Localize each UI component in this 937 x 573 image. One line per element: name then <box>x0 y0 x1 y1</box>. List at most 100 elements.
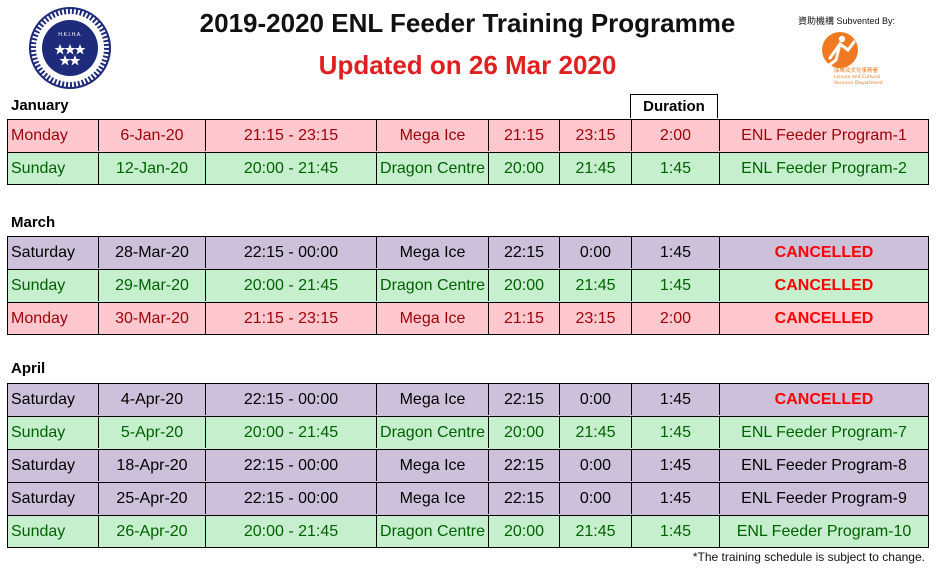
cell-duration: 1:45 <box>631 270 719 301</box>
update-subtitle: Updated on 26 Mar 2020 <box>318 50 617 80</box>
cell-time: 20:00 - 21:45 <box>205 270 376 301</box>
cell-time: 20:00 - 21:45 <box>205 417 376 448</box>
cell-time: 22:15 - 00:00 <box>205 483 376 514</box>
lcsd-logo-line2: Services Department <box>834 80 883 86</box>
cell-date: 30-Mar-20 <box>98 303 205 334</box>
cell-start: 22:15 <box>488 450 559 481</box>
cell-program: CANCELLED <box>719 303 928 334</box>
cell-day: Saturday <box>11 244 76 261</box>
cell-venue: Dragon Centre <box>376 417 488 448</box>
cell-start: 22:15 <box>488 483 559 514</box>
cell-start: 20:00 <box>488 516 559 547</box>
cell-venue: Mega Ice <box>376 450 488 481</box>
cell-duration: 1:45 <box>631 153 719 184</box>
cell-venue: Dragon Centre <box>376 516 488 547</box>
section-label-april: April <box>11 360 46 377</box>
cell-venue: Mega Ice <box>376 303 488 334</box>
cell-end: 0:00 <box>559 450 631 481</box>
cell-venue: Mega Ice <box>376 384 488 415</box>
cell-end: 0:00 <box>559 237 631 268</box>
cell-time: 20:00 - 21:45 <box>205 153 376 184</box>
cell-duration: 1:45 <box>631 450 719 481</box>
cell-program: ENL Feeder Program-2 <box>719 153 928 184</box>
cell-date: 6-Jan-20 <box>98 120 205 151</box>
cell-end: 0:00 <box>559 483 631 514</box>
page-title: 2019-2020 ENL Feeder Training Programme <box>199 8 736 38</box>
cell-day: Sunday <box>11 523 66 540</box>
table-row: Sunday 29-Mar-20 20:00 - 21:45 Dragon Centr… <box>7 269 929 302</box>
cell-end: 0:00 <box>559 384 631 415</box>
cell-program: ENL Feeder Program-7 <box>719 417 928 448</box>
cell-program: CANCELLED <box>719 270 928 301</box>
cell-day: Sunday <box>11 424 66 441</box>
cell-date: 4-Apr-20 <box>98 384 205 415</box>
table-row: Saturday 4-Apr-20 22:15 - 00:00 Mega Ice 22:… <box>7 383 929 416</box>
cell-date: 18-Apr-20 <box>98 450 205 481</box>
cell-venue: Dragon Centre <box>376 153 488 184</box>
cell-duration: 1:45 <box>631 237 719 268</box>
table-row: Monday 6-Jan-20 21:15 - 23:15 Mega Ice 21:15… <box>7 119 929 152</box>
cell-duration: 2:00 <box>631 120 719 151</box>
footnote: *The training schedule is subject to cha… <box>692 550 925 564</box>
cell-date: 25-Apr-20 <box>98 483 205 514</box>
table-row: Saturday 18-Apr-20 22:15 - 00:00 Mega Ice 22… <box>7 449 929 482</box>
cell-start: 22:15 <box>488 384 559 415</box>
cell-duration: 1:45 <box>631 384 719 415</box>
cell-day: Saturday <box>11 457 76 474</box>
cell-day: Monday <box>11 310 68 327</box>
table-row: Saturday 28-Mar-20 22:15 - 00:00 Mega Ice 22… <box>7 236 929 269</box>
cell-start: 21:15 <box>488 303 559 334</box>
cell-date: 5-Apr-20 <box>98 417 205 448</box>
cell-date: 28-Mar-20 <box>98 237 205 268</box>
cell-end: 23:15 <box>559 120 631 151</box>
cell-start: 22:15 <box>488 237 559 268</box>
cell-start: 21:15 <box>488 120 559 151</box>
cell-program: ENL Feeder Program-9 <box>719 483 928 514</box>
sponsor-label: 資助機構 Subvented By: <box>798 16 896 26</box>
table-row: Sunday 12-Jan-20 20:00 - 21:45 Dragon Centr… <box>7 152 929 185</box>
cell-venue: Mega Ice <box>376 237 488 268</box>
cell-duration: 1:45 <box>631 516 719 547</box>
table-row: Saturday 25-Apr-20 22:15 - 00:00 Mega Ice 22… <box>7 482 929 515</box>
cell-date: 12-Jan-20 <box>98 153 205 184</box>
cell-date: 29-Mar-20 <box>98 270 205 301</box>
cell-program: ENL Feeder Program-10 <box>719 516 928 547</box>
cell-program: CANCELLED <box>719 237 928 268</box>
table-row: Sunday 26-Apr-20 20:00 - 21:45 Dragon Centr… <box>7 515 929 548</box>
cell-day: Monday <box>11 127 68 144</box>
cell-start: 20:00 <box>488 153 559 184</box>
logo-text: H.K.I.H.A. <box>58 32 82 38</box>
table-row: Sunday 5-Apr-20 20:00 - 21:45 Dragon Centre… <box>7 416 929 449</box>
cell-time: 21:15 - 23:15 <box>205 303 376 334</box>
cell-duration: 2:00 <box>631 303 719 334</box>
cell-duration: 1:45 <box>631 483 719 514</box>
cell-time: 22:15 - 00:00 <box>205 237 376 268</box>
lcsd-logo-line1: Leisure and Cultural <box>834 74 880 80</box>
cell-time: 21:15 - 23:15 <box>205 120 376 151</box>
cell-end: 21:45 <box>559 153 631 184</box>
cell-program: CANCELLED <box>719 384 928 415</box>
cell-day: Saturday <box>11 391 76 408</box>
cell-program: ENL Feeder Program-8 <box>719 450 928 481</box>
cell-end: 21:45 <box>559 417 631 448</box>
cell-duration: 1:45 <box>631 417 719 448</box>
cell-time: 20:00 - 21:45 <box>205 516 376 547</box>
lcsd-logo-chinese: 康樂及文化事務署 <box>834 66 879 74</box>
section-label-march: March <box>11 214 56 231</box>
cell-time: 22:15 - 00:00 <box>205 450 376 481</box>
cell-day: Sunday <box>11 160 66 177</box>
cell-program: ENL Feeder Program-1 <box>719 120 928 151</box>
cell-end: 21:45 <box>559 516 631 547</box>
table-row: Monday 30-Mar-20 21:15 - 23:15 Mega Ice 21:1… <box>7 302 929 335</box>
cell-day: Sunday <box>11 277 66 294</box>
cell-venue: Dragon Centre <box>376 270 488 301</box>
cell-venue: Mega Ice <box>376 120 488 151</box>
cell-start: 20:00 <box>488 417 559 448</box>
section-label-january: January <box>11 97 69 114</box>
cell-date: 26-Apr-20 <box>98 516 205 547</box>
cell-end: 21:45 <box>559 270 631 301</box>
cell-start: 20:00 <box>488 270 559 301</box>
duration-header: Duration <box>630 94 718 118</box>
cell-time: 22:15 - 00:00 <box>205 384 376 415</box>
cell-venue: Mega Ice <box>376 483 488 514</box>
